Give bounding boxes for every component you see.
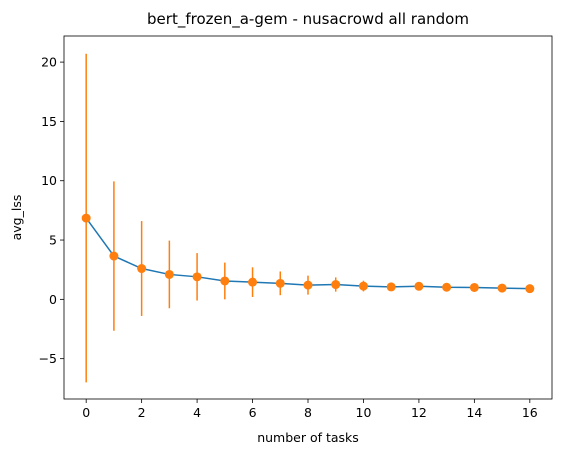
chart-title: bert_frozen_a-gem - nusacrowd all random [147,10,469,29]
data-point [497,283,507,293]
data-point [164,269,174,279]
data-point [525,284,535,294]
data-point [81,213,91,223]
y-tick-label: 10 [41,173,57,188]
x-tick-label: 16 [522,405,538,420]
x-tick-label: 6 [249,405,257,420]
data-point [303,280,313,290]
data-point [248,277,258,287]
y-tick-label: 20 [41,55,57,70]
x-tick-label: 2 [138,405,146,420]
y-tick-label: −5 [39,351,57,366]
x-axis: 0 2 4 6 8 10 12 14 16 [82,399,538,420]
x-axis-label: number of tasks [257,430,359,445]
x-tick-label: 14 [466,405,482,420]
data-point [137,264,147,274]
data-point [275,278,285,288]
y-axis: −5 0 5 10 15 20 [39,55,64,366]
x-tick-label: 4 [193,405,201,420]
data-point [386,282,396,292]
y-axis-label: avg_lss [9,195,24,241]
data-point [414,281,424,291]
x-tick-label: 0 [82,405,90,420]
data-point [442,282,452,292]
x-tick-label: 8 [304,405,312,420]
x-tick-label: 10 [356,405,372,420]
data-point [331,280,341,290]
plot-frame [63,35,553,400]
x-tick-label: 12 [411,405,427,420]
data-point [192,272,202,282]
y-tick-label: 0 [49,292,57,307]
data-point [109,251,119,261]
data-point [469,282,479,292]
data-point [358,281,368,291]
y-tick-label: 15 [41,114,57,129]
y-tick-label: 5 [49,233,57,248]
data-point [220,276,230,286]
